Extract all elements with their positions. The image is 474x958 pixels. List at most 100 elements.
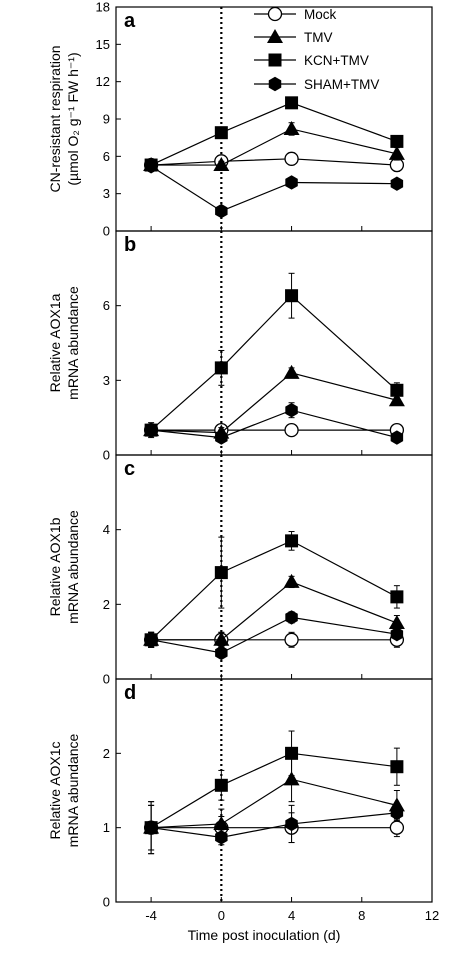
data-point [284,422,299,438]
y-axis-label: Relative AOX1b mRNA abundance [47,510,81,624]
series-tmv [143,756,405,855]
data-point [390,134,404,148]
series-line [150,294,398,431]
legend-entry: SHAM+TMV [254,76,379,92]
legend-label: KCN+TMV [304,53,369,68]
data-point [213,815,230,830]
data-point [285,403,298,418]
y-tick-label: 1 [103,820,110,835]
legend-label: Mock [304,7,337,22]
data-point [389,820,405,835]
data-point [215,430,228,445]
y-tick-label: 18 [96,0,110,15]
panel-letter: c [124,458,135,480]
series-kcn-tmv [144,531,404,648]
legend-entry: KCN+TMV [254,53,369,68]
series-line [151,409,398,439]
y-tick-label: 6 [103,149,110,164]
y-tick-label: 2 [103,746,110,761]
legend-marker [267,6,283,22]
series-line [150,540,398,641]
y-axis-label-line2: (µmol O₂ g⁻¹ FW h⁻¹) [65,52,81,185]
y-axis-label-line2: mRNA abundance [65,733,81,847]
y-axis-label-line1: Relative AOX1b [47,517,63,616]
y-tick-label: 0 [103,224,110,239]
plot-frame [115,678,433,903]
data-point [215,203,228,219]
data-point [144,820,158,835]
data-point [285,610,298,625]
y-tick-label: 2 [103,597,110,612]
series-sham-tmv [144,159,404,219]
x-tick-label: 12 [425,908,439,923]
data-point [388,392,405,407]
data-point [285,816,298,832]
y-tick-label: 3 [103,186,110,201]
y-axis-label: Relative AOX1a mRNA abundance [47,286,81,400]
data-point [390,760,404,774]
y-axis-label: Relative AOX1c mRNA abundance [47,733,81,847]
series-line [151,372,398,434]
data-point [390,383,404,397]
data-point [213,157,230,172]
legend-marker [268,53,282,67]
x-tick-label: 8 [358,908,365,923]
y-axis-label-line2: mRNA abundance [65,286,81,400]
data-point [390,805,404,820]
series-kcn-tmv [144,730,404,855]
series-mock [143,151,405,173]
data-point [214,778,228,792]
y-axis-label-line1: Relative AOX1c [47,741,63,839]
data-point [284,632,299,647]
x-tick-label: 4 [288,908,295,923]
data-point [144,632,158,647]
data-point [285,534,299,548]
data-point [214,126,228,140]
series-line [150,752,397,829]
legend-marker [268,76,282,92]
series-line [151,128,398,166]
y-tick-label: 0 [103,672,110,687]
data-point [388,145,405,160]
series-sham-tmv [144,402,404,445]
data-point [390,627,404,642]
legend-label: TMV [304,30,333,45]
data-point [285,175,298,190]
y-tick-label: 4 [103,522,110,537]
panel-b: 0 3 6 Relative AOX1a mRNA abundance b [47,230,433,463]
series-line [150,165,397,212]
y-axis-label-line2: mRNA abundance [65,510,81,624]
data-point [144,159,158,174]
data-point [144,422,158,438]
data-point [285,96,299,110]
data-point [214,566,228,580]
data-point [390,590,404,604]
series-sham-tmv [144,804,404,851]
legend-marker [267,29,283,43]
panel-letter: b [124,234,136,256]
series-sham-tmv [144,610,404,661]
data-point [214,361,228,375]
series-kcn-tmv [144,96,404,172]
series-kcn-tmv [144,272,404,437]
y-axis-label: CN-resistant respiration (µmol O₂ g⁻¹ FW … [47,45,81,192]
series-line [151,158,397,166]
y-tick-label: 12 [96,74,110,89]
data-point [284,151,299,166]
y-tick-label: 9 [103,112,110,127]
data-point [388,615,405,629]
data-point [283,364,300,379]
plot-frame [115,454,433,680]
data-point [285,289,299,303]
y-axis-label-line1: CN-resistant respiration [47,45,63,192]
panel-c: 0 2 4 Relative AOX1b mRNA abundance c [47,454,433,687]
y-axis-label-line1: Relative AOX1a [47,293,63,392]
y-tick-label: 15 [96,37,110,52]
panel-a: 0 3 6 9 12 15 18 CN-resistant respiration (µmol … [47,0,433,239]
series-line [150,102,398,166]
panel-letter: d [124,682,136,704]
legend-entry: Mock [254,6,337,22]
x-axis-label: Time post inoculation (d) [188,927,341,943]
data-point [285,746,299,760]
